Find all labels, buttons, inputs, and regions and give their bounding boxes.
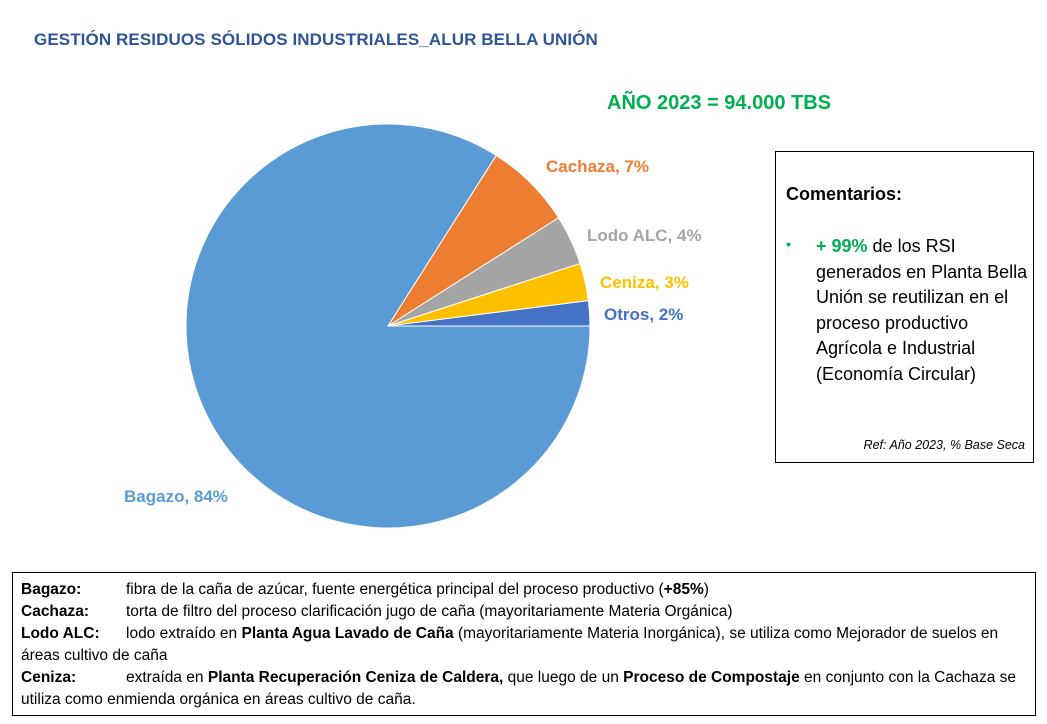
comments-body: de los RSI generados en Planta Bella Uni… [816, 236, 1028, 384]
comments-text: + 99% de los RSI generados en Planta Bel… [816, 234, 1028, 387]
data-label-ceniza: Ceniza, 3% [600, 273, 689, 292]
data-label-cachaza: Cachaza, 7% [546, 157, 649, 176]
data-label-otros: Otros, 2% [604, 305, 683, 324]
definition-cachaza: Cachaza: torta de filtro del proceso clar… [21, 601, 1027, 623]
definitions-box: Bagazo: fibra de la caña de azúcar, fuent… [12, 572, 1036, 716]
definition-term: Lodo ALC: [21, 625, 100, 642]
definition-text: fibra de la caña de azúcar, fuente energ… [126, 581, 664, 598]
definition-term: Ceniza: [21, 669, 77, 686]
definition-text: torta de filtro del proceso clarificació… [126, 603, 733, 620]
definition-bold: +85% [663, 581, 704, 598]
chart-title: GESTIÓN RESIDUOS SÓLIDOS INDUSTRIALES_AL… [34, 30, 598, 49]
comments-box: Comentarios: • + 99% de los RSI generado… [775, 151, 1034, 463]
definition-text: que luego de un [503, 669, 624, 686]
definition-term: Cachaza: [21, 603, 90, 620]
definition-bagazo: Bagazo: fibra de la caña de azúcar, fuent… [21, 579, 1027, 601]
definition-text: extraída en [126, 669, 208, 686]
data-label-lodo-alc: Lodo ALC, 4% [587, 226, 702, 245]
definition-text: en conjunto con la Cachaza se utiliza co… [21, 669, 1016, 708]
definition-text: ) [703, 581, 709, 598]
definition-term: Bagazo: [21, 581, 82, 598]
bullet-icon: • [786, 236, 791, 252]
comments-highlight: + 99% [816, 236, 868, 256]
definition-bold: Planta Recuperación Ceniza de Caldera, [207, 669, 504, 686]
definition-text: lodo extraído en [126, 625, 242, 642]
data-label-bagazo: Bagazo, 84% [124, 487, 228, 506]
pie-slice-otros [387, 300, 591, 327]
definition-bold: Planta Agua Lavado de Caña [241, 625, 454, 642]
definition-lodo: Lodo ALC: lodo extraído en Planta Agua La… [21, 623, 1027, 667]
comments-title: Comentarios: [786, 184, 903, 204]
comments-ref: Ref: Año 2023, % Base Seca [863, 438, 1025, 452]
definition-text: (mayoritariamente Materia Inorgánica), s… [21, 625, 999, 664]
chart-subtitle: AÑO 2023 = 94.000 TBS [607, 92, 832, 114]
definition-bold: Proceso de Compostaje [623, 669, 800, 686]
definition-ceniza: Ceniza: extraída en Planta Recuperación C… [21, 667, 1027, 711]
